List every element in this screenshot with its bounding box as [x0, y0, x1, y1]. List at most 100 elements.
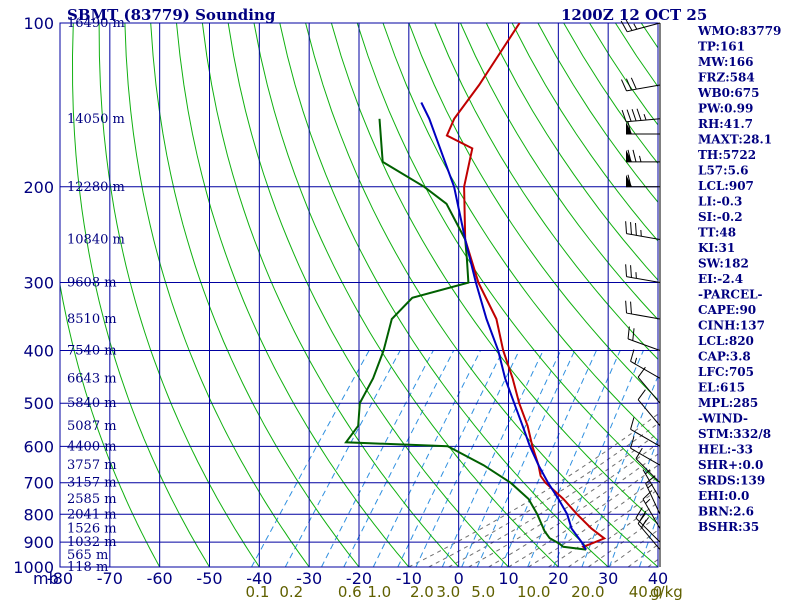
temperature-tick-labels: -80 -70 -60 -50 -40 -30 -20 -10 0 10 20 30 40: [47, 569, 668, 588]
parcel-profile: [420, 102, 587, 551]
dry-adiabat: [176, 23, 410, 567]
wind-barb-flag: [630, 417, 635, 430]
dry-adiabat: [71, 23, 210, 567]
wind-barb-flag: [626, 109, 632, 122]
mixing-ratio-label: 5.0: [471, 583, 495, 600]
wind-barb-flag: [625, 78, 632, 91]
wind-barb-staff: [637, 376, 661, 404]
wind-barb-staff: [645, 483, 661, 515]
stat-line: EHI:0.0: [698, 489, 749, 503]
wind-barb-half-flag: [645, 469, 651, 475]
height-label: 7540 m: [67, 344, 117, 359]
height-label: 3757 m: [67, 458, 117, 473]
stat-line: TH:5722: [698, 148, 756, 162]
height-label: 14050 m: [67, 112, 125, 127]
wind-barb-flag: [625, 300, 628, 314]
stat-line: FRZ:584: [698, 71, 755, 85]
wind-barb-flag: [630, 265, 632, 278]
dry-adiabat: [60, 281, 161, 567]
mixing-ratio-label: 10.0: [517, 583, 550, 600]
moist-adiabat: [408, 413, 658, 567]
mixing-ratio-labels: 0.1 0.2 0.6 1.0 2.0 3.0 5.0 10.0 20.0 40.0: [246, 583, 663, 600]
wind-barb-staff: [635, 458, 661, 484]
wind-barb-flag: [630, 77, 637, 90]
pressure-tick-label: 800: [23, 505, 54, 524]
stat-line: BSHR:35: [698, 520, 759, 534]
pressure-tick-label: 300: [23, 274, 54, 293]
temperature-tick-label: 40: [648, 569, 668, 588]
dry-adiabat: [382, 23, 658, 442]
stat-line: STM:332/8: [698, 427, 771, 441]
wind-barb-flag: [621, 109, 627, 122]
pressure-unit-label: mb: [33, 569, 59, 588]
wind-barb-half-flag: [634, 357, 638, 364]
wind-barb: [637, 389, 661, 427]
stat-line: LCL:820: [698, 334, 754, 348]
wind-barb-staff: [627, 22, 661, 33]
temperature-profile: [445, 23, 607, 551]
dry-adiabat: [124, 23, 310, 567]
wind-barb-flag: [627, 121, 632, 135]
stat-line: TP:161: [698, 40, 745, 54]
wind-barb: [621, 77, 661, 92]
grid: [59, 22, 659, 568]
pressure-tick-label: 200: [23, 178, 54, 197]
pressure-tick-label: 400: [23, 342, 54, 361]
mixing-ratio-label: 0.2: [279, 583, 303, 600]
pressure-tick-label: 1000: [13, 558, 54, 577]
dry-adiabat: [511, 23, 658, 242]
profiles: [344, 23, 607, 551]
stat-line: LCL:907: [698, 179, 754, 193]
stat-line: SHR+:0.0: [698, 458, 763, 472]
mixing-ratio-label: 2.0: [410, 583, 434, 600]
wind-barb-flag: [631, 109, 637, 122]
stat-line: MW:166: [698, 55, 753, 69]
pressure-tick-label: 700: [23, 474, 54, 493]
wind-barbs: [620, 19, 661, 567]
temperature-tick-label: -40: [246, 569, 272, 588]
wind-barb-flag: [636, 108, 642, 121]
stat-line: HEL:-33: [698, 443, 753, 457]
wind-barb: [642, 469, 661, 500]
stat-line: -PARCEL-: [698, 288, 763, 302]
wind-barb-staff: [637, 399, 661, 427]
wind-barb-flag: [620, 20, 628, 33]
temperature-tick-label: -10: [396, 569, 422, 588]
mixing-ratio-label: 40.0: [629, 583, 662, 600]
wind-barb-flag: [632, 328, 635, 341]
moist-adiabat: [568, 501, 658, 567]
wind-barb: [621, 108, 661, 123]
wind-barb-half-flag: [639, 155, 642, 162]
height-label: 9608 m: [67, 276, 117, 291]
wind-barb: [635, 507, 661, 543]
wind-barb-staff: [626, 118, 661, 123]
wind-barb-staff: [630, 428, 661, 447]
wind-barb-flag: [635, 507, 643, 519]
stat-line: EI:-2.4: [698, 272, 743, 286]
wind-barb-staff: [635, 517, 661, 543]
temperature-tick-label: -20: [346, 569, 372, 588]
wind-barb-flag: [630, 436, 635, 449]
mixing-ratio-label: 1.0: [367, 583, 391, 600]
stat-line: TT:48: [698, 226, 736, 240]
stat-line: LI:-0.3: [698, 195, 742, 209]
height-label: 6643 m: [67, 371, 117, 386]
wind-barb-flag: [627, 149, 632, 162]
wind-barb-flag: [621, 79, 627, 92]
wind-barb-staff: [627, 338, 661, 351]
wind-barb: [642, 490, 661, 529]
dry-adiabat: [227, 23, 509, 567]
wind-barb-flag: [639, 510, 647, 522]
stat-line: CINH:137: [698, 319, 765, 333]
wind-barb: [627, 326, 661, 351]
wind-barb: [630, 349, 661, 379]
temperature-tick-label: 10: [498, 569, 518, 588]
height-label: 12280 m: [67, 180, 125, 195]
dry-adiabat: [485, 23, 658, 281]
temperature-tick-label: 0: [454, 569, 464, 588]
temperature-tick-label: -70: [97, 569, 123, 588]
moist-adiabat: [468, 442, 658, 567]
moist-adiabat: [607, 529, 658, 567]
height-labels: 16490 m 14050 m 12280 m 10840 m 9608 m 8510 m…: [67, 16, 125, 575]
stat-line: BRN:2.6: [698, 505, 754, 519]
